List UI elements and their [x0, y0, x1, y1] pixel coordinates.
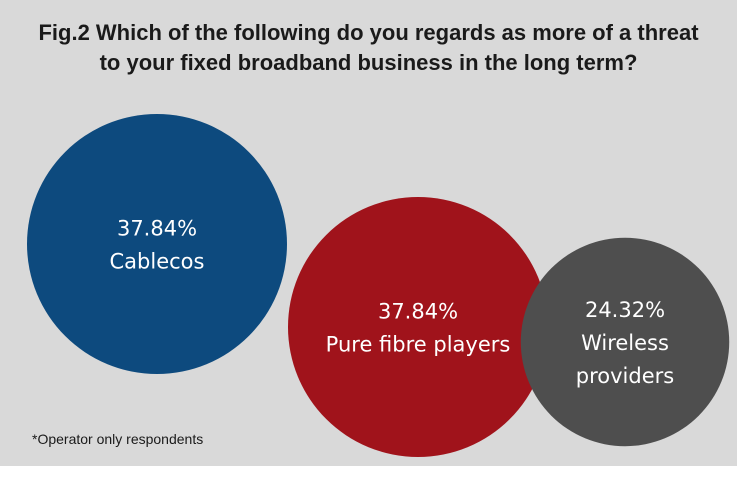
bubble-value-pure-fibre-players: 37.84% [378, 300, 458, 324]
bubble-chart: 37.84% Cablecos 37.84% Pure fibre players 24… [27, 114, 730, 457]
bubble-label-cablecos: Cablecos [110, 250, 205, 274]
bubble-circle-cablecos [27, 114, 287, 374]
bubble-circle-wireless-providers [520, 237, 730, 447]
bubble-value-cablecos: 37.84% [117, 217, 197, 241]
bubble-label-wireless-providers: Wireless [581, 331, 669, 355]
bubble-wireless-providers: 24.32% Wireless providers [520, 237, 730, 447]
bubble-circle-pure-fibre-players [288, 197, 548, 457]
bubble-label-wireless-providers: providers [576, 364, 674, 388]
chart-title: Fig.2 Which of the following do you rega… [38, 20, 699, 75]
bubble-value-wireless-providers: 24.32% [585, 298, 665, 322]
bubble-label-pure-fibre-players: Pure fibre players [326, 333, 511, 357]
footnote: *Operator only respondents [32, 431, 204, 447]
chart-figure: Fig.2 Which of the following do you rega… [0, 0, 737, 466]
bubble-pure-fibre-players: 37.84% Pure fibre players [288, 197, 548, 457]
bubble-cablecos: 37.84% Cablecos [27, 114, 287, 374]
